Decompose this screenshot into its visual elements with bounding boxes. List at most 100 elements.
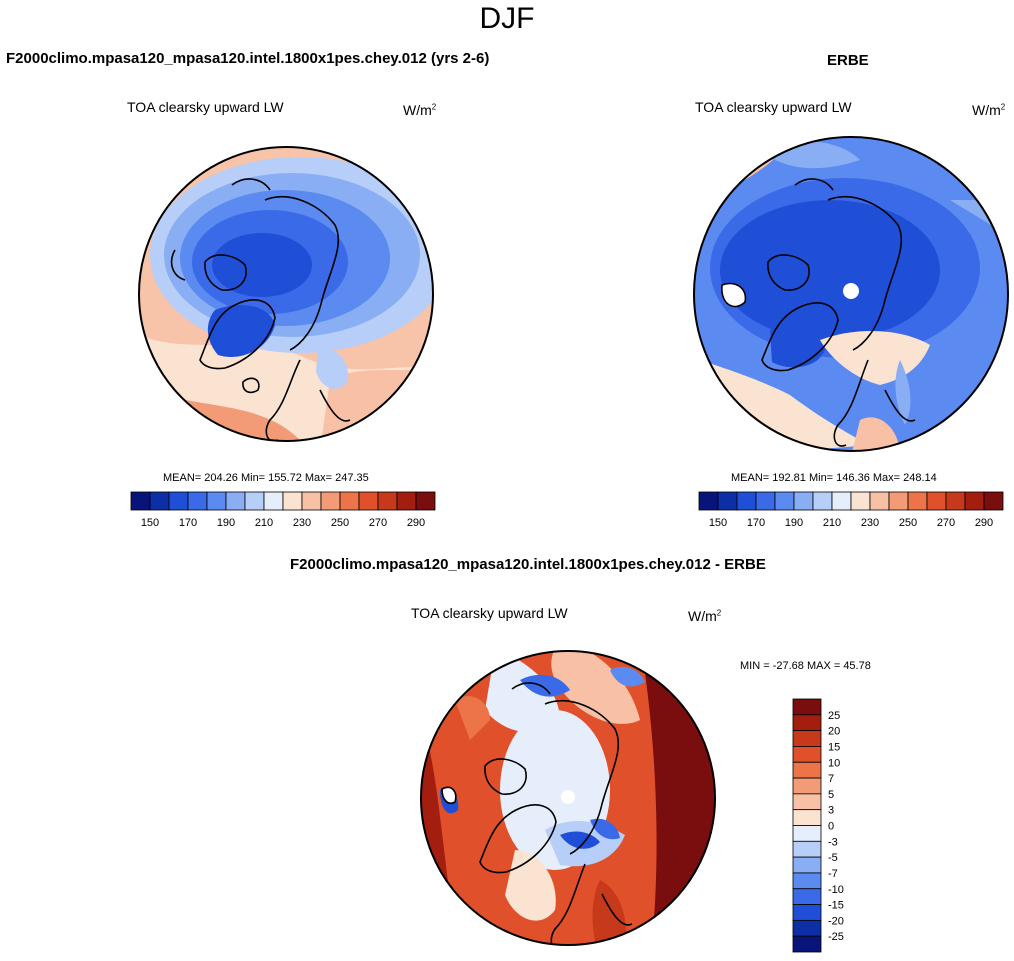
colorbar-model-swatch bbox=[206, 491, 227, 511]
colorbar-diff-swatch bbox=[792, 904, 822, 921]
colorbar-model-swatch bbox=[225, 491, 246, 511]
colorbar-model-swatch bbox=[149, 491, 170, 511]
panel1-stats: MEAN= 204.26 Min= 155.72 Max= 247.35 bbox=[163, 472, 369, 484]
map-erbe bbox=[694, 137, 1008, 451]
panel2-units: W/m2 bbox=[972, 102, 1006, 118]
colorbar-erbe-tick-label: 170 bbox=[747, 517, 765, 529]
colorbar-diff-tick-label: -20 bbox=[828, 915, 844, 927]
colorbar-erbe-swatch bbox=[850, 491, 871, 511]
colorbar-model-tick-label: 210 bbox=[255, 517, 273, 529]
colorbar-model-swatch bbox=[377, 491, 398, 511]
colorbar-erbe-swatch bbox=[926, 491, 947, 511]
colorbar-model: 150 170 190 210 230 250 270 290 bbox=[130, 491, 436, 529]
colorbar-model-swatch bbox=[339, 491, 360, 511]
colorbar-model-swatch bbox=[282, 491, 303, 511]
colorbar-diff-swatch bbox=[792, 746, 822, 763]
colorbar-erbe-swatch bbox=[774, 491, 795, 511]
colorbar-diff-tick-label: 3 bbox=[828, 805, 834, 817]
colorbar-erbe-tick-label: 150 bbox=[709, 517, 727, 529]
colorbar-model-swatch bbox=[130, 491, 151, 511]
panel3-units: W/m2 bbox=[688, 608, 722, 624]
colorbar-diff-tick-label: -15 bbox=[828, 900, 844, 912]
colorbar-diff-tick-label: 15 bbox=[828, 741, 840, 753]
colorbar-erbe-tick-label: 290 bbox=[975, 517, 993, 529]
colorbar-erbe-swatch bbox=[698, 491, 719, 511]
colorbar-model-tick-label: 170 bbox=[179, 517, 197, 529]
panel3-header: F2000climo.mpasa120_mpasa120.intel.1800x… bbox=[290, 556, 766, 573]
map-diff-border bbox=[420, 650, 716, 946]
colorbar-diff-swatch bbox=[792, 919, 822, 937]
colorbar-erbe-swatch bbox=[736, 491, 757, 511]
map-model-border bbox=[138, 146, 434, 442]
colorbar-diff-tick-label: 10 bbox=[828, 757, 840, 769]
page-title: DJF bbox=[479, 2, 535, 35]
panel3-subtitle: TOA clearsky upward LW bbox=[411, 605, 568, 621]
colorbar-erbe-swatch bbox=[907, 491, 928, 511]
colorbar-erbe-tick-label: 270 bbox=[937, 517, 955, 529]
colorbar-model-swatch bbox=[415, 491, 436, 511]
colorbar-erbe-swatch bbox=[964, 491, 985, 511]
colorbar-diff-tick-label: 7 bbox=[828, 773, 834, 785]
colorbar-diff-tick-label: -7 bbox=[828, 868, 838, 880]
colorbar-model-tick-label: 270 bbox=[369, 517, 387, 529]
colorbar-diff-tick-label: -5 bbox=[828, 852, 838, 864]
colorbar-erbe-swatch bbox=[945, 491, 966, 511]
colorbar-erbe-tick-label: 250 bbox=[899, 517, 917, 529]
panel2-stats: MEAN= 192.81 Min= 146.36 Max= 248.14 bbox=[731, 472, 937, 484]
panel1-subtitle: TOA clearsky upward LW bbox=[127, 99, 284, 115]
colorbar-erbe-tick-label: 210 bbox=[823, 517, 841, 529]
colorbar-erbe-swatch bbox=[831, 491, 852, 511]
colorbar-diff-swatch bbox=[792, 777, 822, 795]
colorbar-model-tick-label: 250 bbox=[331, 517, 349, 529]
colorbar-erbe-swatch bbox=[717, 491, 738, 511]
colorbar-diff: 25 20 15 10 7 5 3 0 -3 -5 -7 -10 -15 -20 -25 bbox=[792, 698, 844, 953]
colorbar-diff-swatch bbox=[792, 698, 822, 716]
panel1-units: W/m2 bbox=[403, 102, 437, 118]
colorbar-model-tick-label: 150 bbox=[141, 517, 159, 529]
colorbar-diff-swatch bbox=[792, 730, 822, 747]
colorbar-model-swatch bbox=[187, 491, 208, 511]
panel2-subtitle: TOA clearsky upward LW bbox=[695, 99, 852, 115]
colorbar-diff-tick-label: 0 bbox=[828, 821, 834, 833]
colorbar-diff-tick-label: -10 bbox=[828, 884, 844, 896]
colorbar-erbe-tick-label: 230 bbox=[861, 517, 879, 529]
colorbar-erbe-tick-label: 190 bbox=[785, 517, 803, 529]
colorbar-model-tick-label: 230 bbox=[293, 517, 311, 529]
colorbar-erbe-swatch bbox=[983, 491, 1004, 511]
colorbar-diff-swatch bbox=[792, 856, 822, 874]
colorbar-diff-swatch bbox=[792, 840, 822, 858]
map-erbe-border bbox=[693, 136, 1009, 452]
colorbar-diff-swatch bbox=[792, 809, 822, 826]
panel1-header: F2000climo.mpasa120_mpasa120.intel.1800x… bbox=[6, 50, 490, 67]
map-model bbox=[139, 147, 433, 441]
colorbar-diff-tick-label: -25 bbox=[828, 931, 844, 943]
colorbar-model-swatch bbox=[263, 491, 284, 511]
colorbar-diff-swatch bbox=[792, 761, 822, 779]
colorbar-model-swatch bbox=[244, 491, 265, 511]
colorbar-erbe-swatch bbox=[888, 491, 909, 511]
colorbar-model-swatch bbox=[396, 491, 417, 511]
colorbar-model-swatch bbox=[168, 491, 189, 511]
colorbar-model-swatch bbox=[301, 491, 322, 511]
panel2-header: ERBE bbox=[827, 52, 869, 69]
colorbar-diff-swatch bbox=[792, 825, 822, 842]
colorbar-model-swatch bbox=[358, 491, 379, 511]
colorbar-diff-swatch bbox=[792, 888, 822, 905]
colorbar-erbe-swatch bbox=[869, 491, 890, 511]
colorbar-diff-swatch bbox=[792, 872, 822, 890]
colorbar-diff-tick-label: 5 bbox=[828, 789, 834, 801]
colorbar-erbe-swatch bbox=[812, 491, 833, 511]
colorbar-diff-tick-label: -3 bbox=[828, 836, 838, 848]
colorbar-erbe: 150 170 190 210 230 250 270 290 bbox=[698, 491, 1004, 529]
map-diff bbox=[421, 651, 715, 945]
panel3-stats: MIN = -27.68 MAX = 45.78 bbox=[740, 660, 871, 672]
colorbar-model-swatch bbox=[320, 491, 341, 511]
colorbar-diff-swatch bbox=[792, 935, 822, 953]
colorbar-model-tick-label: 290 bbox=[407, 517, 425, 529]
colorbar-erbe-swatch bbox=[755, 491, 776, 511]
colorbar-model-tick-label: 190 bbox=[217, 517, 235, 529]
colorbar-erbe-swatch bbox=[793, 491, 814, 511]
colorbar-diff-swatch bbox=[792, 793, 822, 811]
colorbar-diff-swatch bbox=[792, 714, 822, 732]
